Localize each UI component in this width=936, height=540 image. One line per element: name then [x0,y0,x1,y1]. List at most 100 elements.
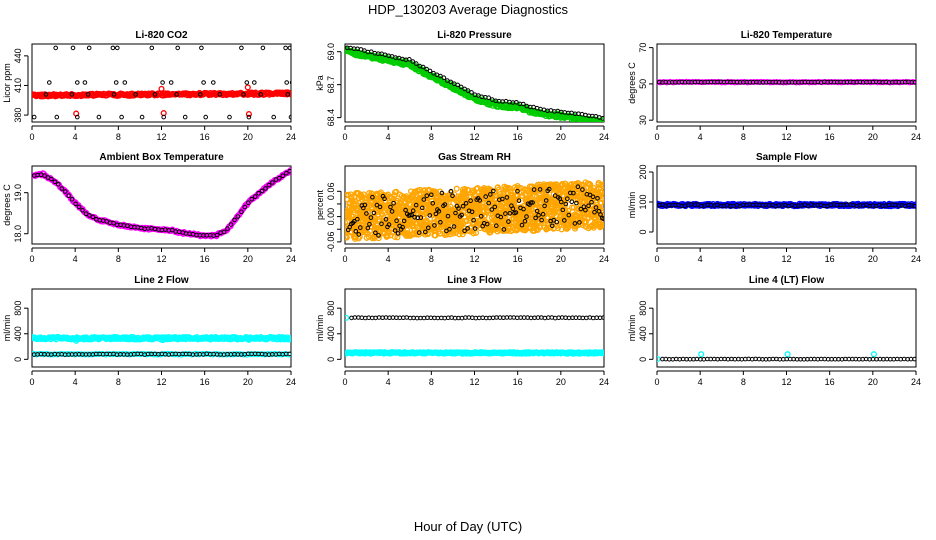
x-tick-label: 8 [741,132,746,142]
data-point [577,220,582,225]
data-point [403,207,408,213]
data-point [368,215,374,220]
data-point [245,111,252,118]
plot-frame [656,43,917,123]
data-point [182,114,188,120]
x-tick-label: 0 [654,254,659,264]
x-tick-label: 0 [29,254,34,264]
data-point [489,207,495,212]
x-tick-label: 0 [654,377,659,387]
data-point [540,211,546,217]
data-point [501,227,507,232]
data-point [427,68,433,74]
data-point [160,110,167,117]
data-point [76,204,82,210]
data-point [784,351,791,358]
data-point [358,225,363,230]
data-point [456,206,461,211]
data-point [168,80,174,85]
data-point [542,203,547,209]
data-point [503,211,508,216]
data-point [593,205,599,210]
data-point [533,215,538,221]
data-point [287,91,291,98]
data-point [90,214,96,220]
data-point [438,73,443,79]
y-axis-label: ml/min [627,192,637,219]
data-point [447,226,452,232]
x-tick-label: 12 [156,254,166,264]
data-point [217,92,223,97]
data-point [528,200,534,205]
data-point [586,203,591,209]
x-tick-label: 16 [513,377,523,387]
y-tick-label: 400 [326,326,336,341]
x-tick-label: 4 [698,132,703,142]
data-point [345,314,350,321]
data-point [494,223,499,228]
data-point [242,204,248,210]
y-axis-label: ml/min [2,315,12,342]
data-point [521,206,526,212]
data-point [427,213,433,218]
data-point [69,92,75,97]
x-tick-label: 0 [29,132,34,142]
data-point [266,182,272,188]
data-point [111,220,116,226]
data-point [287,168,291,174]
data-point [590,194,596,200]
data-point [391,200,396,206]
x-tick-label: 16 [825,132,835,142]
data-point [394,218,399,223]
data-point [246,200,251,205]
figure-title: HDP_130203 Average Diagnostics [368,2,568,17]
data-point [115,45,120,51]
data-point [420,64,426,70]
data-point [416,230,422,235]
y-tick-label: 400 [638,326,648,341]
data-points [32,45,291,120]
data-point [284,170,289,176]
data-point [515,188,520,194]
data-point [484,221,490,227]
data-point [424,193,430,198]
y-tick-label: -0.06 [326,232,336,253]
panel-title: Li-820 CO2 [135,30,188,41]
data-point [571,190,576,196]
data-point [160,80,165,85]
data-point [424,66,429,72]
data-points [32,166,291,240]
data-point [47,80,52,85]
x-tick-label: 24 [286,132,296,142]
x-tick-label: 16 [513,132,523,142]
data-point [73,337,80,344]
panel-title: Line 4 (LT) Flow [749,275,825,286]
data-point [572,221,578,226]
x-tick-label: 8 [741,254,746,264]
y-axis-label: kPa [315,75,325,91]
data-point [423,229,428,235]
data-point [152,92,158,97]
data-point [445,213,451,219]
data-point [73,201,78,207]
x-tick-label: 4 [386,132,391,142]
data-point [549,223,555,229]
data-point [260,45,266,51]
data-point [174,92,179,97]
data-points [345,45,604,122]
data-point [583,207,588,213]
data-point [455,82,461,88]
x-tick-label: 4 [73,132,78,142]
x-tick-label: 16 [825,377,835,387]
x-tick-label: 8 [429,254,434,264]
data-point [599,117,604,122]
data-point [110,45,116,51]
data-point [289,80,291,85]
data-point [432,228,439,235]
data-point [287,351,291,357]
data-point [86,45,92,51]
data-point [362,202,368,208]
data-point [469,209,475,215]
